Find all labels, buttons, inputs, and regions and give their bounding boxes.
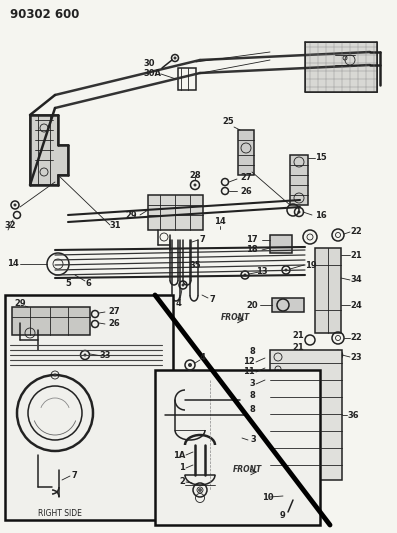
Text: 1: 1 [179,464,185,472]
Text: 5: 5 [65,279,71,287]
Text: 35: 35 [189,261,201,270]
Text: 21: 21 [292,343,304,352]
Text: 33: 33 [99,351,111,360]
Text: RIGHT SIDE: RIGHT SIDE [38,508,82,518]
Text: 32: 32 [4,221,16,230]
Text: 14: 14 [214,217,226,227]
Bar [155,370,320,525]
Text: 6: 6 [85,279,91,288]
Text: 20: 20 [247,301,258,310]
Circle shape [54,374,56,376]
Text: 27: 27 [108,308,119,317]
Bar [290,155,308,205]
Circle shape [198,488,202,492]
Text: 1A: 1A [173,450,185,459]
Text: 30A: 30A [143,69,161,77]
Circle shape [285,269,287,271]
Text: 14: 14 [7,260,19,269]
Text: 26: 26 [240,187,252,196]
Text: 27: 27 [240,174,252,182]
Text: 7: 7 [72,471,78,480]
Bar [270,235,292,253]
Circle shape [297,211,301,214]
Text: 3: 3 [249,379,255,389]
Bar [12,307,90,335]
Bar [178,68,196,90]
Text: 10: 10 [262,494,274,503]
Text: 11: 11 [243,367,255,376]
Text: 7: 7 [210,295,216,304]
Text: 19: 19 [305,261,317,270]
Text: FRONT: FRONT [232,465,262,474]
Text: 21: 21 [350,251,362,260]
Circle shape [173,56,177,60]
Circle shape [188,363,192,367]
Text: 28: 28 [189,171,201,180]
Polygon shape [30,115,68,185]
Text: 4: 4 [175,300,181,309]
Circle shape [243,273,247,277]
Text: 4: 4 [200,353,206,362]
Text: 24: 24 [350,301,362,310]
Text: 18: 18 [247,246,258,254]
Circle shape [13,204,17,206]
Bar [315,248,341,333]
Text: 8: 8 [249,392,255,400]
Text: 90302 600: 90302 600 [10,9,79,21]
Text: FRONT: FRONT [220,313,250,322]
Bar [5,295,173,520]
Text: 9: 9 [279,511,285,520]
Text: 36: 36 [347,410,358,419]
Circle shape [83,353,87,357]
Text: 34: 34 [350,276,362,285]
Text: 2: 2 [179,478,185,487]
Text: 16: 16 [315,211,327,220]
Text: 3: 3 [250,435,256,445]
Text: 30: 30 [143,59,155,68]
Text: 25: 25 [222,117,234,126]
Text: 13: 13 [256,268,268,277]
Bar [272,298,304,312]
Text: 29: 29 [125,211,137,220]
Text: 23: 23 [350,352,362,361]
Circle shape [181,284,185,287]
Text: 26: 26 [108,319,120,328]
Text: 8: 8 [249,406,255,415]
Circle shape [193,183,197,187]
Text: 7: 7 [200,236,206,245]
Text: 12: 12 [243,358,255,367]
Text: 21: 21 [292,330,304,340]
Text: 17: 17 [247,236,258,245]
Text: 8: 8 [249,348,255,357]
Text: 29: 29 [14,298,26,308]
Text: 15: 15 [315,154,327,163]
Text: 22: 22 [350,334,362,343]
Bar [238,130,254,175]
Bar [270,350,342,480]
Bar [148,195,203,230]
Text: 31: 31 [109,221,121,230]
Bar [305,42,377,92]
Text: 22: 22 [350,228,362,237]
